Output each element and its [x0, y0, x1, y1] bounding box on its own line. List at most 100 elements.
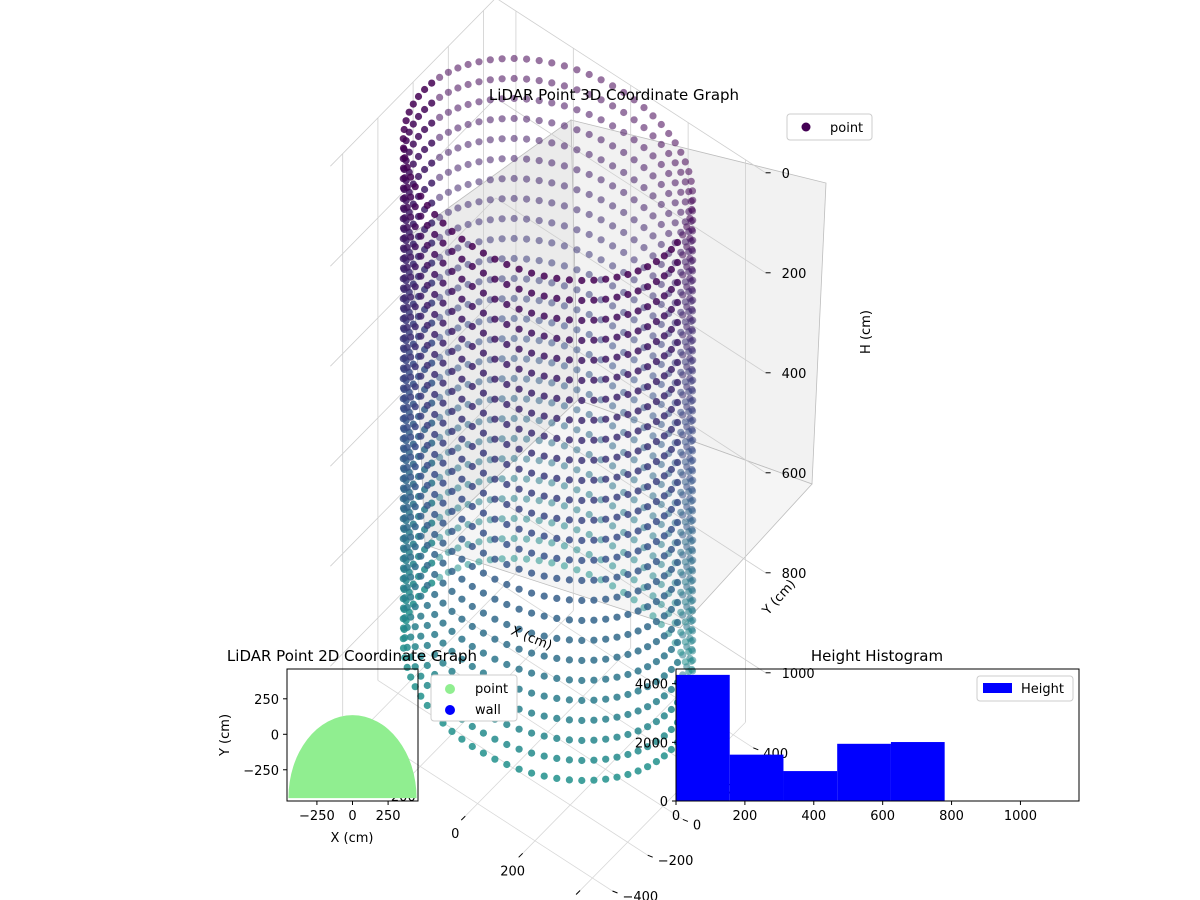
point-3d — [491, 735, 499, 743]
point-3d — [479, 569, 487, 577]
point-3d — [417, 352, 425, 360]
point-3d — [540, 552, 548, 560]
point-3d — [458, 555, 466, 563]
chart-2d-ticks: −250 0 250 250 0 −250 — [243, 693, 400, 824]
point-3d — [510, 154, 518, 163]
point-3d — [553, 334, 561, 342]
point-3d — [624, 570, 632, 579]
point-3d — [401, 354, 409, 362]
point-3d — [685, 368, 693, 376]
histogram-bar — [783, 771, 838, 801]
point-3d — [578, 496, 586, 505]
point-3d — [644, 523, 652, 531]
point-3d — [673, 458, 682, 467]
point-3d — [540, 392, 548, 400]
point-3d — [667, 585, 676, 594]
point-3d — [540, 612, 548, 620]
point-3d — [523, 95, 531, 103]
point-3d — [403, 363, 411, 371]
chart-2d-xlabel: X (cm) — [331, 831, 374, 846]
point-3d — [439, 399, 447, 407]
point-3d — [630, 176, 638, 184]
point-3d — [624, 690, 632, 699]
point-3d — [407, 193, 415, 201]
point-3d — [498, 535, 506, 543]
series-point-region — [288, 715, 417, 799]
point-3d — [573, 86, 581, 94]
point-3d — [560, 562, 569, 570]
point-3d — [401, 454, 409, 462]
point-3d — [535, 457, 543, 465]
point-3d — [565, 376, 574, 384]
point-3d — [573, 246, 581, 254]
point-3d — [403, 583, 411, 592]
point-3d — [565, 276, 574, 284]
point-3d — [634, 607, 642, 615]
point-3d — [652, 598, 661, 606]
point-3d — [640, 184, 648, 192]
point-3d — [407, 213, 415, 221]
point-3d — [685, 208, 693, 216]
point-3d — [403, 243, 411, 251]
point-3d — [498, 415, 506, 423]
point-3d — [613, 493, 621, 501]
point-3d — [630, 436, 638, 444]
point-3d — [609, 422, 617, 430]
point-3d — [548, 379, 556, 387]
point-3d — [479, 389, 487, 397]
point-3d — [454, 344, 462, 352]
point-3d — [677, 368, 685, 376]
point-3d — [602, 335, 610, 343]
point-3d — [624, 650, 632, 659]
point-3d — [468, 262, 476, 271]
point-3d — [528, 729, 536, 737]
point-3d — [578, 756, 586, 765]
point-3d — [403, 543, 411, 552]
point-3d — [649, 452, 657, 460]
point-3d — [652, 718, 661, 726]
point-3d — [687, 517, 695, 525]
point-3d — [613, 433, 621, 441]
point-3d — [515, 625, 523, 633]
point-3d — [510, 274, 518, 283]
point-3d — [523, 255, 531, 263]
chart-3d-xtick — [518, 852, 524, 858]
point-3d — [597, 236, 605, 244]
point-3d — [578, 536, 586, 545]
point-3d — [439, 279, 447, 287]
point-3d — [421, 165, 429, 174]
point-3d — [535, 337, 543, 345]
point-3d — [439, 299, 447, 307]
point-3d — [660, 272, 668, 280]
point-3d — [515, 765, 523, 773]
point-3d — [590, 396, 598, 404]
histogram-xtick-label: 1000 — [1004, 809, 1037, 824]
point-3d — [649, 352, 657, 360]
point-3d — [403, 323, 411, 331]
point-3d — [411, 303, 419, 311]
point-3d — [468, 542, 476, 551]
point-3d — [630, 596, 638, 604]
point-3d — [464, 140, 472, 149]
point-3d — [565, 536, 574, 544]
point-3d — [407, 293, 415, 301]
point-3d — [573, 446, 581, 454]
point-3d — [590, 776, 598, 784]
point-3d — [458, 475, 466, 483]
point-3d — [503, 460, 511, 469]
point-3d — [560, 202, 569, 210]
point-3d — [448, 567, 456, 576]
point-3d — [454, 84, 462, 92]
point-3d — [613, 773, 621, 781]
point-3d — [458, 255, 466, 263]
point-3d — [553, 414, 561, 422]
point-3d — [540, 412, 548, 420]
point-3d — [458, 435, 466, 443]
point-3d — [439, 559, 447, 567]
point-3d — [535, 517, 543, 525]
point-3d — [475, 138, 483, 146]
point-3d — [417, 432, 425, 440]
point-3d — [540, 592, 548, 600]
point-3d — [634, 487, 642, 495]
point-3d — [403, 303, 411, 311]
